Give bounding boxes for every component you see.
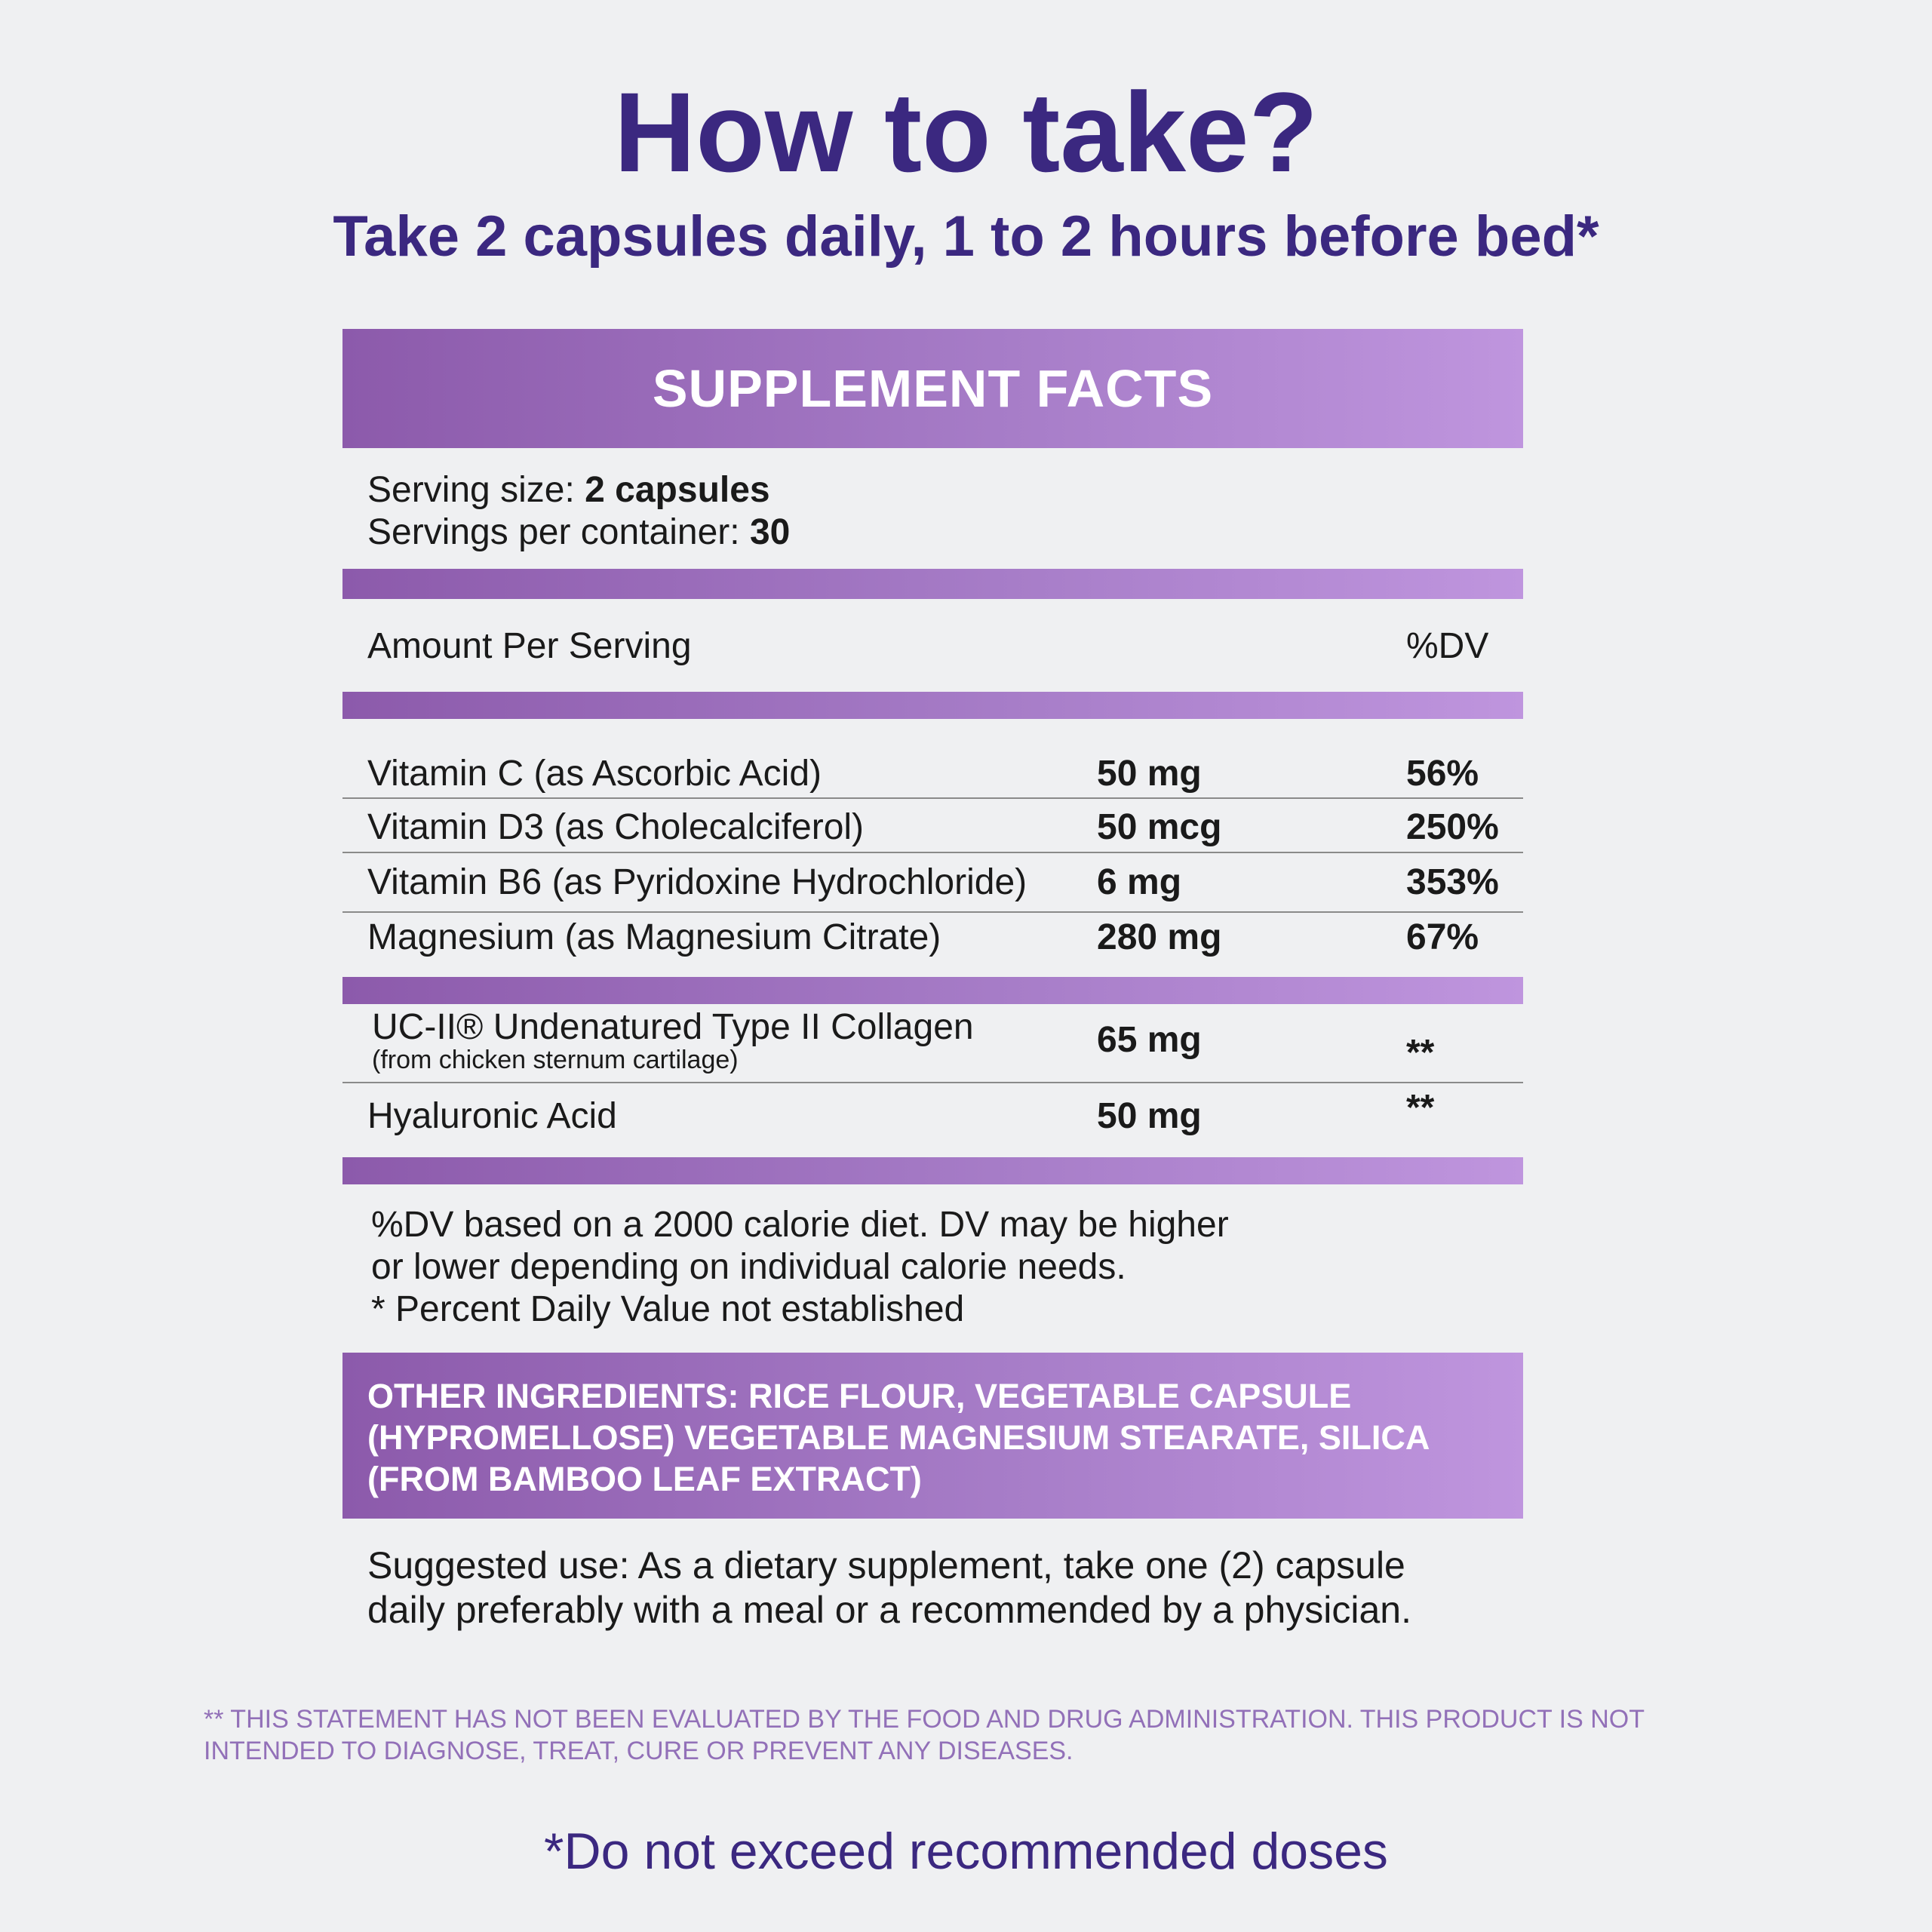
nutrient-name: Vitamin C (as Ascorbic Acid) [367, 754, 822, 794]
nutrient-dv: 250% [1406, 807, 1499, 847]
dv-note: %DV based on a 2000 calorie diet. DV may… [371, 1205, 1229, 1245]
servings-per-container-value: 30 [749, 512, 791, 552]
servings-per-container: Servings per container: 30 [367, 514, 790, 551]
dose-warning: *Do not exceed recommended doses [544, 1823, 1388, 1880]
collagen-source: (from chicken sternum cartilage) [372, 1046, 739, 1074]
page-title: How to take? [613, 69, 1319, 195]
section-bar [342, 692, 1523, 719]
row-divider [342, 852, 1523, 853]
suggested-use-line: Suggested use: As a dietary supplement, … [367, 1544, 1405, 1586]
collagen-amount: 65 mg [1097, 1020, 1202, 1060]
section-bar [342, 977, 1523, 1004]
supplement-facts-title: SUPPLEMENT FACTS [652, 359, 1214, 418]
nutrient-name: Vitamin B6 (as Pyridoxine Hydrochloride) [367, 862, 1027, 902]
hyaluronic-acid-amount: 50 mg [1097, 1096, 1202, 1136]
serving-size-label: Serving size: [367, 470, 585, 510]
serving-size-value: 2 capsules [585, 470, 770, 510]
serving-size: Serving size: 2 capsules [367, 472, 770, 508]
nutrient-amount: 280 mg [1097, 917, 1222, 957]
other-ingredients-box: OTHER INGREDIENTS: RICE FLOUR, VEGETABLE… [342, 1353, 1523, 1519]
hyaluronic-acid-dv: ** [1406, 1088, 1435, 1128]
other-ingredients-line: (FROM BAMBOO LEAF EXTRACT) [367, 1460, 922, 1498]
collagen-name: UC-II® Undenatured Type II Collagen [372, 1007, 974, 1047]
collagen-dv: ** [1406, 1033, 1435, 1073]
nutrient-dv: 56% [1406, 754, 1479, 794]
suggested-use-line: daily preferably with a meal or a recomm… [367, 1589, 1412, 1631]
row-divider [342, 911, 1523, 913]
nutrient-name: Vitamin D3 (as Cholecalciferol) [367, 807, 865, 847]
nutrient-amount: 6 mg [1097, 862, 1182, 902]
nutrient-dv: 67% [1406, 917, 1479, 957]
fda-disclaimer-line: INTENDED TO DIAGNOSE, TREAT, CURE OR PRE… [204, 1737, 1074, 1765]
dv-column-heading: %DV [1406, 626, 1489, 666]
servings-per-container-label: Servings per container: [367, 512, 750, 552]
dv-note: or lower depending on individual calorie… [371, 1247, 1126, 1287]
supplement-facts-header: SUPPLEMENT FACTS [342, 329, 1523, 448]
nutrient-amount: 50 mcg [1097, 807, 1222, 847]
nutrient-dv: 353% [1406, 862, 1499, 902]
other-ingredients-line: (HYPROMELLOSE) VEGETABLE MAGNESIUM STEAR… [367, 1418, 1430, 1457]
fda-disclaimer-line: ** THIS STATEMENT HAS NOT BEEN EVALUATED… [204, 1705, 1645, 1734]
section-bar [342, 569, 1523, 599]
amount-per-serving-heading: Amount Per Serving [367, 626, 692, 666]
nutrient-name: Magnesium (as Magnesium Citrate) [367, 917, 941, 957]
section-bar [342, 1157, 1523, 1184]
other-ingredients-line: OTHER INGREDIENTS: RICE FLOUR, VEGETABLE… [367, 1377, 1352, 1415]
nutrient-amount: 50 mg [1097, 754, 1202, 794]
row-divider [342, 797, 1523, 799]
dv-note: * Percent Daily Value not established [371, 1289, 965, 1329]
page-subtitle: Take 2 capsules daily, 1 to 2 hours befo… [333, 204, 1599, 269]
row-divider [342, 1082, 1523, 1083]
hyaluronic-acid-name: Hyaluronic Acid [367, 1096, 617, 1136]
